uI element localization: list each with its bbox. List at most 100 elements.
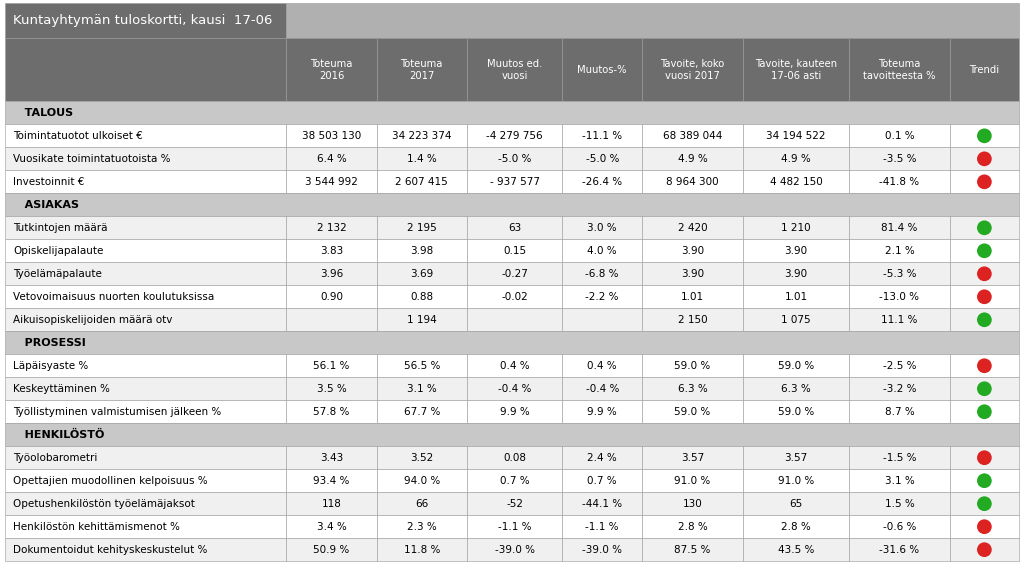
Text: 3 544 992: 3 544 992 [305,177,358,187]
Text: 0.4 %: 0.4 % [588,361,617,371]
FancyBboxPatch shape [950,262,1019,285]
Text: -0.27: -0.27 [501,269,528,279]
Text: 3.90: 3.90 [681,269,705,279]
FancyBboxPatch shape [562,469,642,492]
Text: 34 223 374: 34 223 374 [392,131,452,141]
FancyBboxPatch shape [377,309,467,331]
Text: 2 607 415: 2 607 415 [395,177,449,187]
Text: -11.1 %: -11.1 % [583,131,623,141]
FancyBboxPatch shape [467,469,562,492]
Text: 0.4 %: 0.4 % [500,361,529,371]
FancyBboxPatch shape [742,262,849,285]
Text: -6.8 %: -6.8 % [586,269,618,279]
Text: 0.1 %: 0.1 % [885,131,914,141]
FancyBboxPatch shape [950,38,1019,102]
FancyBboxPatch shape [287,217,377,239]
FancyBboxPatch shape [950,446,1019,469]
FancyBboxPatch shape [849,38,950,102]
Text: 4.9 %: 4.9 % [781,154,811,164]
FancyBboxPatch shape [467,515,562,538]
FancyBboxPatch shape [5,354,287,377]
FancyBboxPatch shape [950,354,1019,377]
Text: ASIAKAS: ASIAKAS [13,200,79,210]
FancyBboxPatch shape [5,309,287,331]
FancyBboxPatch shape [642,515,742,538]
FancyBboxPatch shape [377,170,467,193]
Text: 6.4 %: 6.4 % [316,154,346,164]
FancyBboxPatch shape [377,446,467,469]
FancyBboxPatch shape [562,147,642,170]
Text: -5.0 %: -5.0 % [586,154,618,164]
Ellipse shape [977,244,991,258]
FancyBboxPatch shape [849,217,950,239]
Text: 57.8 %: 57.8 % [313,407,350,417]
FancyBboxPatch shape [742,38,849,102]
FancyBboxPatch shape [5,469,287,492]
Text: -39.0 %: -39.0 % [583,545,623,554]
Text: 0.7 %: 0.7 % [500,475,529,486]
Text: 2 195: 2 195 [407,223,436,233]
Text: 3.1 %: 3.1 % [407,384,436,394]
FancyBboxPatch shape [287,239,377,262]
Text: 59.0 %: 59.0 % [778,407,814,417]
FancyBboxPatch shape [950,124,1019,147]
Text: Toteuma
tavoitteesta %: Toteuma tavoitteesta % [863,59,936,81]
Text: 2 132: 2 132 [316,223,346,233]
Text: Keskeyttäminen %: Keskeyttäminen % [13,384,111,394]
FancyBboxPatch shape [849,515,950,538]
Text: Työllistyminen valmistumisen jälkeen %: Työllistyminen valmistumisen jälkeen % [13,407,221,417]
FancyBboxPatch shape [849,377,950,400]
Text: 1 210: 1 210 [781,223,811,233]
FancyBboxPatch shape [467,400,562,423]
Text: 3.5 %: 3.5 % [316,384,346,394]
Text: 2.3 %: 2.3 % [407,522,436,532]
FancyBboxPatch shape [642,239,742,262]
FancyBboxPatch shape [287,515,377,538]
Text: 2 150: 2 150 [678,315,708,325]
Text: - 937 577: - 937 577 [489,177,540,187]
Text: 59.0 %: 59.0 % [778,361,814,371]
FancyBboxPatch shape [5,446,287,469]
FancyBboxPatch shape [562,492,642,515]
Text: Aikuisopiskelijoiden määrä otv: Aikuisopiskelijoiden määrä otv [13,315,173,325]
FancyBboxPatch shape [642,354,742,377]
FancyBboxPatch shape [742,239,849,262]
Text: 2.8 %: 2.8 % [781,522,811,532]
Text: 3.69: 3.69 [411,269,433,279]
FancyBboxPatch shape [5,538,287,561]
FancyBboxPatch shape [642,38,742,102]
Text: 2 420: 2 420 [678,223,708,233]
FancyBboxPatch shape [377,377,467,400]
FancyBboxPatch shape [950,170,1019,193]
FancyBboxPatch shape [287,285,377,309]
Ellipse shape [977,404,991,419]
Text: 11.8 %: 11.8 % [403,545,440,554]
FancyBboxPatch shape [287,124,377,147]
FancyBboxPatch shape [562,217,642,239]
Text: Trendi: Trendi [970,65,999,75]
Text: 2.1 %: 2.1 % [885,246,914,256]
FancyBboxPatch shape [742,217,849,239]
FancyBboxPatch shape [5,400,287,423]
FancyBboxPatch shape [287,38,377,102]
Text: 1.4 %: 1.4 % [407,154,436,164]
FancyBboxPatch shape [562,285,642,309]
FancyBboxPatch shape [642,469,742,492]
Text: 6.3 %: 6.3 % [781,384,811,394]
Text: Opetushenkilöstön työelämäjaksot: Opetushenkilöstön työelämäjaksot [13,499,196,509]
FancyBboxPatch shape [742,309,849,331]
Text: -13.0 %: -13.0 % [880,292,920,302]
FancyBboxPatch shape [642,377,742,400]
Text: 3.57: 3.57 [681,453,705,462]
FancyBboxPatch shape [467,38,562,102]
FancyBboxPatch shape [5,3,287,38]
Text: 3.98: 3.98 [411,246,433,256]
Text: TALOUS: TALOUS [13,108,74,118]
Text: 63: 63 [508,223,521,233]
Text: Muutos ed.
vuosi: Muutos ed. vuosi [487,59,543,81]
FancyBboxPatch shape [562,354,642,377]
FancyBboxPatch shape [562,239,642,262]
Text: 3.4 %: 3.4 % [316,522,346,532]
FancyBboxPatch shape [742,492,849,515]
Text: -5.0 %: -5.0 % [498,154,531,164]
